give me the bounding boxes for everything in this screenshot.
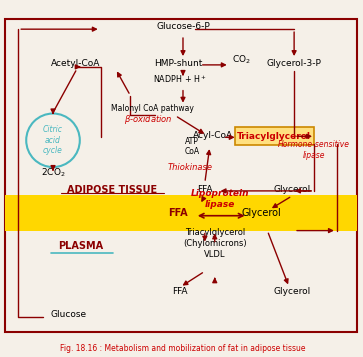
Text: $\mathregular{CO_2}$: $\mathregular{CO_2}$ — [232, 54, 250, 66]
Text: Glycerol: Glycerol — [241, 208, 281, 218]
Text: ADIPOSE TISSUE: ADIPOSE TISSUE — [68, 185, 158, 195]
Text: Glucose: Glucose — [51, 310, 87, 319]
Bar — [5, 195, 356, 231]
Text: Citric
acid
cycle: Citric acid cycle — [43, 125, 63, 155]
Text: HMP-shunt: HMP-shunt — [154, 59, 202, 68]
Text: Thiokinase: Thiokinase — [167, 163, 212, 172]
Text: Glycerol: Glycerol — [273, 287, 311, 296]
Text: Acyl-CoA: Acyl-CoA — [193, 131, 233, 140]
Text: PLASMA: PLASMA — [58, 241, 103, 251]
Text: $\beta$-oxidation: $\beta$-oxidation — [124, 114, 173, 126]
Text: FFA: FFA — [172, 287, 188, 296]
Text: Glycerol-3-P: Glycerol-3-P — [267, 59, 322, 68]
Text: 2CO$_2$: 2CO$_2$ — [41, 166, 65, 178]
Text: Lipoprotein
lipase: Lipoprotein lipase — [191, 189, 249, 209]
Text: FFA: FFA — [168, 208, 188, 218]
Text: FFA: FFA — [197, 185, 213, 194]
FancyBboxPatch shape — [234, 127, 314, 145]
Text: Triacylglycerol: Triacylglycerol — [237, 132, 311, 141]
Text: Triacylglycerol
(Chylomicrons)
VLDL: Triacylglycerol (Chylomicrons) VLDL — [183, 228, 246, 260]
Text: Malonyl CoA pathway: Malonyl CoA pathway — [111, 104, 194, 112]
Text: Glycerol: Glycerol — [273, 185, 311, 194]
Text: Hormone-sensitive
lipase: Hormone-sensitive lipase — [278, 140, 350, 160]
Text: Glucose-6-P: Glucose-6-P — [156, 22, 210, 31]
Text: Fig. 18.16 : Metabolism and mobilization of fat in adipose tissue: Fig. 18.16 : Metabolism and mobilization… — [60, 344, 306, 353]
Bar — [5, 19, 356, 332]
Text: NADPH + H$^+$: NADPH + H$^+$ — [153, 73, 207, 85]
Text: Acetyl-CoA: Acetyl-CoA — [51, 59, 101, 68]
Text: ATP
CoA: ATP CoA — [184, 137, 200, 156]
